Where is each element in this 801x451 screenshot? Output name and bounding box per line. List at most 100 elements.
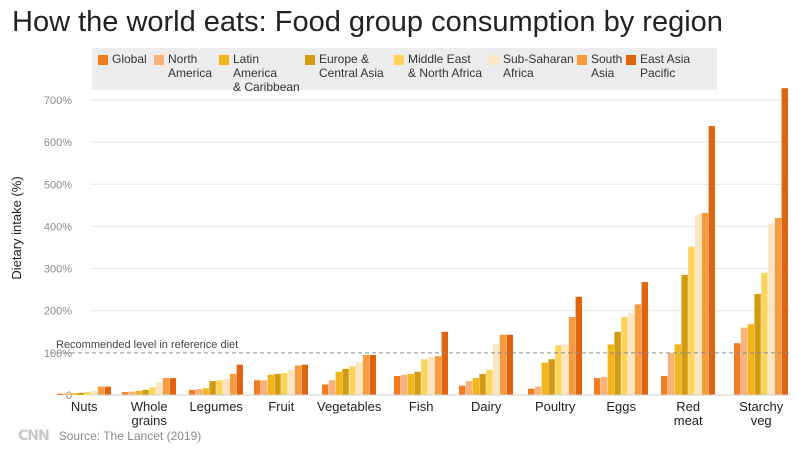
bar [122,392,129,395]
legend-item: Europe & Central Asia [305,48,394,90]
bar [322,384,329,395]
legend-swatch [394,55,404,65]
bar [128,391,136,395]
bar [274,373,281,395]
bar [57,393,64,395]
bar [493,344,500,395]
bar [562,344,569,395]
bar [281,373,288,395]
bar [104,386,111,395]
bar [768,224,775,395]
bars [57,88,788,396]
bar [356,362,363,395]
bar [294,365,302,395]
chart-legend: Global North America Latin America & Carib… [92,48,717,94]
bar [421,359,428,395]
legend-label: Middle East & North Africa [408,52,483,80]
bar [394,376,401,395]
legend-swatch [219,55,229,65]
bar [667,352,675,395]
bar [472,378,479,395]
bar [541,362,548,395]
bar [342,368,349,395]
x-tick-label: Starchy veg [739,399,784,428]
bar [594,378,601,395]
cnn-logo: CNN [18,428,50,444]
bar [754,293,761,395]
bar [169,378,176,395]
bar [688,246,695,395]
bar [301,364,308,395]
bar [708,126,715,395]
legend-label: North America [168,52,213,80]
bar [400,374,408,395]
bar [216,380,223,396]
legend-label: Latin America & Caribbean [233,52,300,94]
bar [734,343,741,395]
bar [534,386,542,395]
legend-item: East Asia Pacific [626,48,706,90]
footer: CNN Source: The Lancet (2019) [18,428,201,444]
bar [229,373,237,395]
bar [548,359,555,395]
bar [465,381,473,395]
bar [135,390,142,395]
bar [628,312,635,395]
bar [641,282,648,395]
bar [747,324,754,395]
y-tick-label: 400% [44,221,72,233]
bar [701,212,709,395]
bar [681,274,688,395]
gridlines [90,99,790,396]
bar [600,376,608,395]
y-axis-label: Dietary intake (%) [9,176,24,279]
legend-swatch [305,55,315,65]
reference-line-label: Recommended level in reference diet [56,339,238,351]
x-tick-label: Red meat [674,399,703,428]
x-axis: Nuts Whole grains Legumes Fruit Vegetables Fis… [71,394,790,428]
bar [528,388,535,395]
legend-swatch [626,55,636,65]
legend-swatch [489,55,499,65]
y-tick-label: 300% [44,264,72,276]
bar [77,392,84,395]
bar [774,218,782,395]
bar [209,381,216,395]
bar [441,331,448,395]
bar [499,334,507,395]
bar [223,379,230,395]
legend-label: East Asia Pacific [640,52,691,80]
legend-swatch [154,55,164,65]
bar [555,345,562,395]
bar [740,327,748,395]
legend-label: Europe & Central Asia [319,52,384,80]
bar [162,378,170,395]
bar [568,317,576,395]
bar [142,389,149,395]
y-tick-label: 700% [44,95,72,107]
bar [335,371,342,395]
bar [236,364,243,395]
legend-item: Middle East & North Africa [394,48,489,90]
bar [486,369,493,395]
bar [634,304,642,395]
x-tick-label: Poultry [535,399,576,414]
legend-label: Global [112,52,147,66]
y-tick-label: 500% [44,179,72,191]
reference-line-group: Recommended level in reference diet [50,339,790,354]
bar [428,357,435,395]
bar [260,380,268,396]
bar [70,393,77,395]
y-tick-label: 0 [66,390,72,402]
bar [369,355,376,395]
bar [63,393,71,395]
bar [661,376,668,395]
bar [254,380,261,396]
x-tick-label: Fruit [268,399,294,414]
bar [84,392,91,395]
legend-item: Latin America & Caribbean [219,48,305,94]
source-note: Source: The Lancet (2019) [58,429,202,443]
bar [189,389,196,395]
legend-item: North America [154,48,219,90]
